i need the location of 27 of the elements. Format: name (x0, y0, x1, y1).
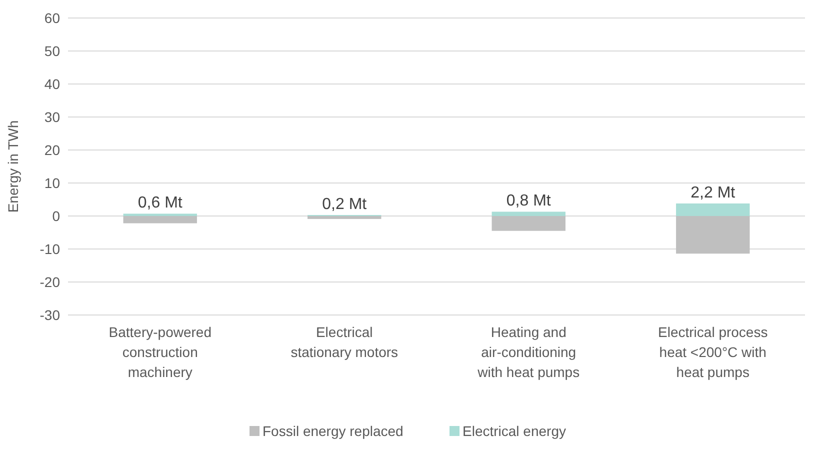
legend-label: Fossil energy replaced (262, 423, 404, 439)
y-tick-label: -30 (40, 306, 60, 323)
bar (123, 216, 197, 224)
x-tick-label: Heating and air-conditioning with heat pumps (476, 324, 580, 380)
annotation: 2,2 Mt (690, 184, 736, 202)
y-tick-label: -20 (40, 274, 60, 290)
x-tick-label: Battery-powered construction machinery (108, 324, 212, 380)
y-tick-label: 20 (44, 142, 60, 158)
y-tick-label: 0 (52, 208, 60, 224)
bar (676, 203, 750, 216)
y-tick-label: 60 (44, 10, 60, 26)
bar (676, 216, 750, 254)
bar (492, 216, 566, 231)
bar (308, 216, 382, 219)
y-tick-label: 50 (44, 42, 60, 59)
bar (492, 212, 566, 216)
x-tick-label: Electrical stationary motors (290, 324, 398, 360)
y-tick-label: 30 (44, 108, 60, 125)
annotation: 0,2 Mt (322, 196, 368, 214)
y-tick-label: -10 (40, 240, 60, 257)
x-tick-label: Electrical process heat <200°C with heat pumps (658, 324, 768, 380)
annotation: 0,8 Mt (506, 192, 552, 210)
legend-label: Electrical energy (462, 423, 566, 439)
annotation: 0,6 Mt (138, 194, 183, 212)
y-tick-label: 40 (44, 76, 60, 92)
y-tick-label: 10 (44, 174, 60, 191)
y-axis-title: Energy in TWh (5, 120, 21, 213)
